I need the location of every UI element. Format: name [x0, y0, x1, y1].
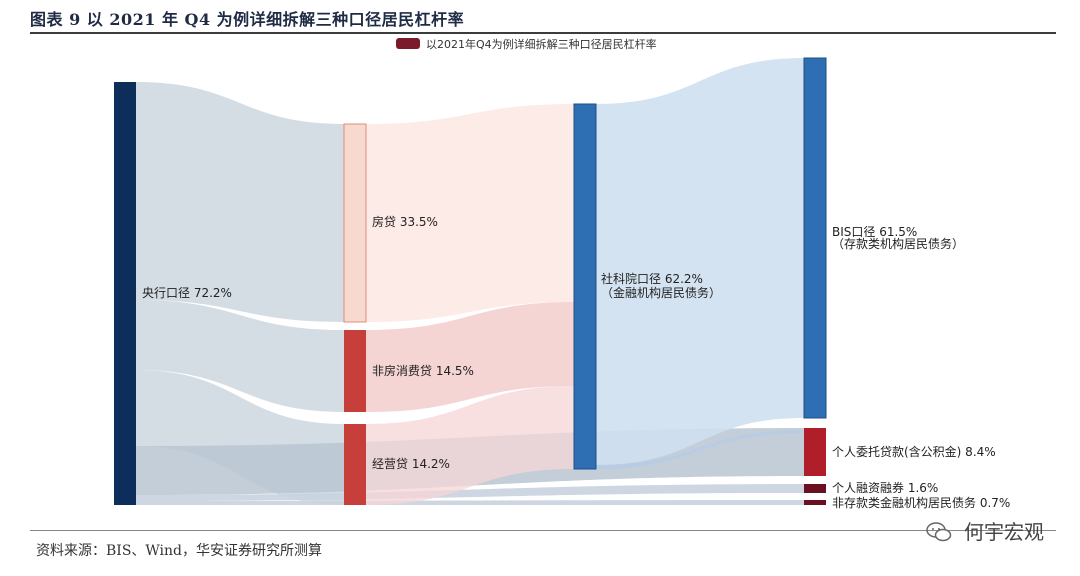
legend: 以2021年Q4为例详细拆解三种口径居民杠杆率 [396, 37, 657, 51]
label-mortgage: 房贷 33.5% [372, 214, 438, 229]
watermark-text: 何宇宏观 [964, 520, 1044, 544]
label-nondep: 非存款类金融机构居民债务 0.7% [832, 495, 1010, 510]
node-cass [573, 103, 597, 470]
label-nonmort: 非房消费贷 14.5% [372, 363, 474, 378]
node-mortgage [343, 123, 367, 323]
label-bis: BIS口径 61.5% [832, 225, 917, 239]
footer-divider [30, 530, 1056, 531]
link-nonmort-cass [366, 302, 574, 412]
node-margin [804, 484, 826, 493]
link-central-margin [136, 484, 804, 501]
node-bis [803, 57, 827, 419]
link-central-mortgage [136, 82, 344, 322]
legend-label: 以2021年Q4为例详细拆解三种口径居民杠杆率 [426, 37, 657, 51]
sankey-nodes [114, 57, 827, 505]
link-business-cass [366, 386, 574, 505]
label-business: 经营贷 14.2% [372, 457, 450, 471]
node-labels: 央行口径 72.2% 房贷 33.5% 非房消费贷 14.5% 经营贷 14.2… [142, 214, 1010, 510]
link-mortgage-cass [366, 104, 574, 322]
sankey-links [136, 58, 804, 505]
legend-swatch [396, 38, 420, 49]
link-cass-bis [596, 58, 804, 465]
wechat-icon [925, 522, 951, 542]
chart-title: 图表 9 以 2021 年 Q4 为例详细拆解三种口径居民杠杆率 [30, 10, 465, 29]
source-note: 资料来源：BIS、Wind，华安证券研究所测算 [36, 543, 323, 559]
link-central-nondep [136, 500, 804, 505]
link-central-nonmort [136, 300, 344, 412]
title-divider [30, 32, 1056, 34]
node-entrust [804, 428, 826, 476]
node-central [114, 82, 136, 505]
label-bis-sub: （存款类机构居民债务） [832, 236, 964, 251]
link-cass-entrust [596, 430, 804, 469]
label-entrust: 个人委托贷款(含公积金) 8.4% [832, 444, 996, 459]
label-cass: 社科院口径 62.2% [601, 271, 703, 286]
label-margin: 个人融资融券 1.6% [832, 480, 938, 495]
label-central: 央行口径 72.2% [142, 286, 232, 300]
node-nonmort [344, 330, 366, 412]
node-nondep [804, 500, 826, 505]
watermark: 何宇宏观 [925, 516, 1044, 545]
node-business [344, 424, 366, 505]
label-cass-sub: （金融机构居民债务） [601, 285, 721, 300]
